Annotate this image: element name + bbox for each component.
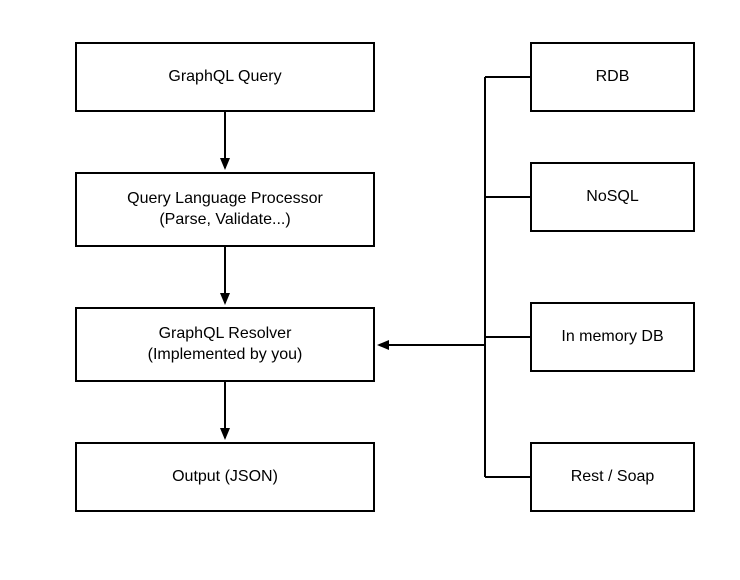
node-label: RDB <box>596 67 630 88</box>
node-label: In memory DB <box>561 327 663 348</box>
node-label-line1: Query Language Processor <box>127 189 323 210</box>
node-rdb: RDB <box>530 42 695 112</box>
node-graphql-query: GraphQL Query <box>75 42 375 112</box>
node-query-processor: Query Language Processor (Parse, Validat… <box>75 172 375 247</box>
node-label: Rest / Soap <box>571 467 655 488</box>
node-output-json: Output (JSON) <box>75 442 375 512</box>
node-inmemory-db: In memory DB <box>530 302 695 372</box>
node-label: GraphQL Query <box>168 67 281 88</box>
node-graphql-resolver: GraphQL Resolver (Implemented by you) <box>75 307 375 382</box>
node-label: NoSQL <box>586 187 638 208</box>
node-nosql: NoSQL <box>530 162 695 232</box>
node-label-line2: (Implemented by you) <box>148 345 303 366</box>
node-label: Output (JSON) <box>172 467 278 488</box>
node-label-line1: GraphQL Resolver <box>159 324 292 345</box>
node-rest-soap: Rest / Soap <box>530 442 695 512</box>
node-label-line2: (Parse, Validate...) <box>159 210 290 231</box>
